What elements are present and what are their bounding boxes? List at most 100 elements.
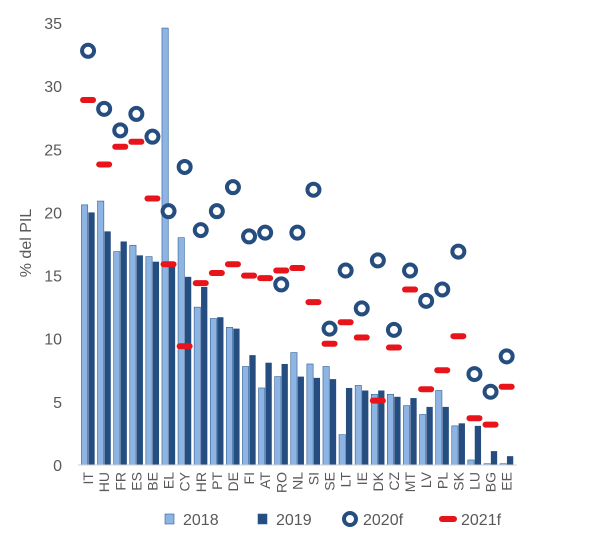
bar-2018 — [387, 393, 394, 466]
legend-swatch-2021f — [439, 516, 457, 522]
x-tick-label: LT — [338, 472, 354, 488]
marker-2020f — [289, 224, 306, 241]
x-tick-label: BG — [483, 472, 499, 492]
marker-2021f — [80, 97, 97, 104]
x-tick-label: IT — [80, 472, 96, 485]
y-tick-label: 15 — [44, 269, 62, 286]
marker-2021f — [434, 367, 451, 374]
marker-2021f — [337, 319, 354, 326]
bar-2019 — [281, 363, 288, 465]
bar-2019 — [394, 396, 401, 465]
marker-2021f — [192, 280, 209, 287]
bar-2019 — [329, 379, 337, 465]
marker-2021f — [208, 270, 225, 277]
bar-2019 — [265, 362, 272, 465]
bar-2019 — [345, 387, 353, 465]
marker-2021f — [144, 195, 161, 202]
bar-2019 — [136, 255, 143, 465]
bar-2019 — [184, 276, 192, 465]
marker-2020f — [450, 243, 467, 260]
marker-2021f — [257, 275, 274, 282]
y-tick-label: 0 — [53, 458, 62, 475]
marker-2020f — [466, 366, 483, 383]
y-tick-label: 35 — [44, 16, 62, 33]
bar-2019 — [297, 376, 304, 465]
marker-2021f — [160, 261, 177, 268]
bar-2018 — [81, 204, 89, 466]
x-tick-label: DE — [225, 472, 241, 491]
bar-2018 — [338, 434, 346, 466]
bar-2018 — [274, 376, 282, 466]
bar-2018 — [97, 200, 105, 466]
bar-2019 — [217, 317, 224, 465]
bar-2018 — [177, 237, 185, 466]
bar-2018 — [354, 385, 362, 466]
legend-label-2018: 2018 — [183, 512, 219, 529]
y-axis-label-group: % del PIL — [18, 209, 35, 278]
marker-2020f — [160, 203, 177, 220]
bar-2019 — [362, 390, 369, 465]
bar-2018 — [161, 27, 169, 466]
marker-2020f — [434, 281, 451, 298]
bar-2018 — [242, 366, 250, 466]
marker-2021f — [176, 343, 193, 350]
x-tick-label: FR — [112, 472, 128, 491]
bar-2018 — [435, 390, 443, 466]
legend-label-2021f: 2021f — [461, 512, 502, 529]
y-tick-label: 20 — [44, 205, 62, 222]
legend-label-2019: 2019 — [276, 512, 312, 529]
bar-2019 — [120, 241, 127, 465]
x-ticks: IT HU FR ES BE EL CY HR PT DE FI AT RO NL SI SE LT IE DK CZ… — [80, 471, 515, 493]
marker-2020f — [305, 181, 322, 198]
marker-2020f — [418, 292, 435, 309]
legend-label-2020f: 2020f — [363, 512, 404, 529]
marker-2020f — [128, 105, 145, 122]
x-tick-label: RO — [273, 472, 289, 493]
marker-2020f — [257, 224, 274, 241]
x-tick-label: FI — [241, 472, 257, 484]
marker-2020f — [224, 179, 241, 196]
legend: 2018 2019 2020f 2021f — [164, 511, 502, 529]
y-ticks: 0 5 10 15 20 25 30 35 — [44, 16, 62, 475]
bar-2018 — [113, 251, 121, 466]
x-tick-label: IE — [354, 472, 370, 485]
marker-2020f — [402, 262, 419, 279]
x-tick-label: EL — [161, 472, 177, 489]
bar-2019 — [313, 377, 321, 465]
x-tick-label: LV — [418, 471, 434, 488]
marker-2020f — [385, 321, 402, 338]
legend-swatch-2019 — [257, 513, 268, 525]
bar-2019 — [168, 264, 176, 465]
markers — [80, 42, 515, 428]
marker-2020f — [144, 128, 161, 145]
bar-2018 — [306, 363, 314, 466]
bar-2018 — [209, 318, 217, 466]
bar-2019 — [104, 231, 111, 465]
marker-2021f — [321, 340, 338, 347]
bar-2019 — [426, 406, 433, 465]
bar-2018 — [322, 366, 330, 466]
y-tick-label: 5 — [53, 395, 62, 412]
bar-2019 — [378, 390, 385, 465]
legend-swatch-2020f — [342, 511, 358, 527]
bar-2019 — [410, 398, 417, 465]
y-axis-label: % del PIL — [18, 209, 35, 278]
x-tick-label: LU — [466, 472, 482, 490]
marker-2021f — [96, 161, 113, 168]
marker-2021f — [418, 386, 435, 393]
bar-2018 — [193, 306, 201, 466]
x-tick-label: SI — [305, 472, 321, 485]
marker-2020f — [96, 100, 113, 117]
marker-2021f — [353, 334, 370, 341]
marker-2020f — [80, 42, 97, 59]
bar-2019 — [201, 286, 208, 465]
bar-2018 — [403, 405, 411, 466]
x-tick-label: SK — [450, 471, 466, 490]
x-tick-label: HR — [193, 472, 209, 492]
bar-2018 — [226, 327, 233, 466]
marker-2020f — [369, 252, 386, 269]
x-tick-label: HU — [96, 472, 112, 492]
marker-2020f — [112, 122, 129, 139]
